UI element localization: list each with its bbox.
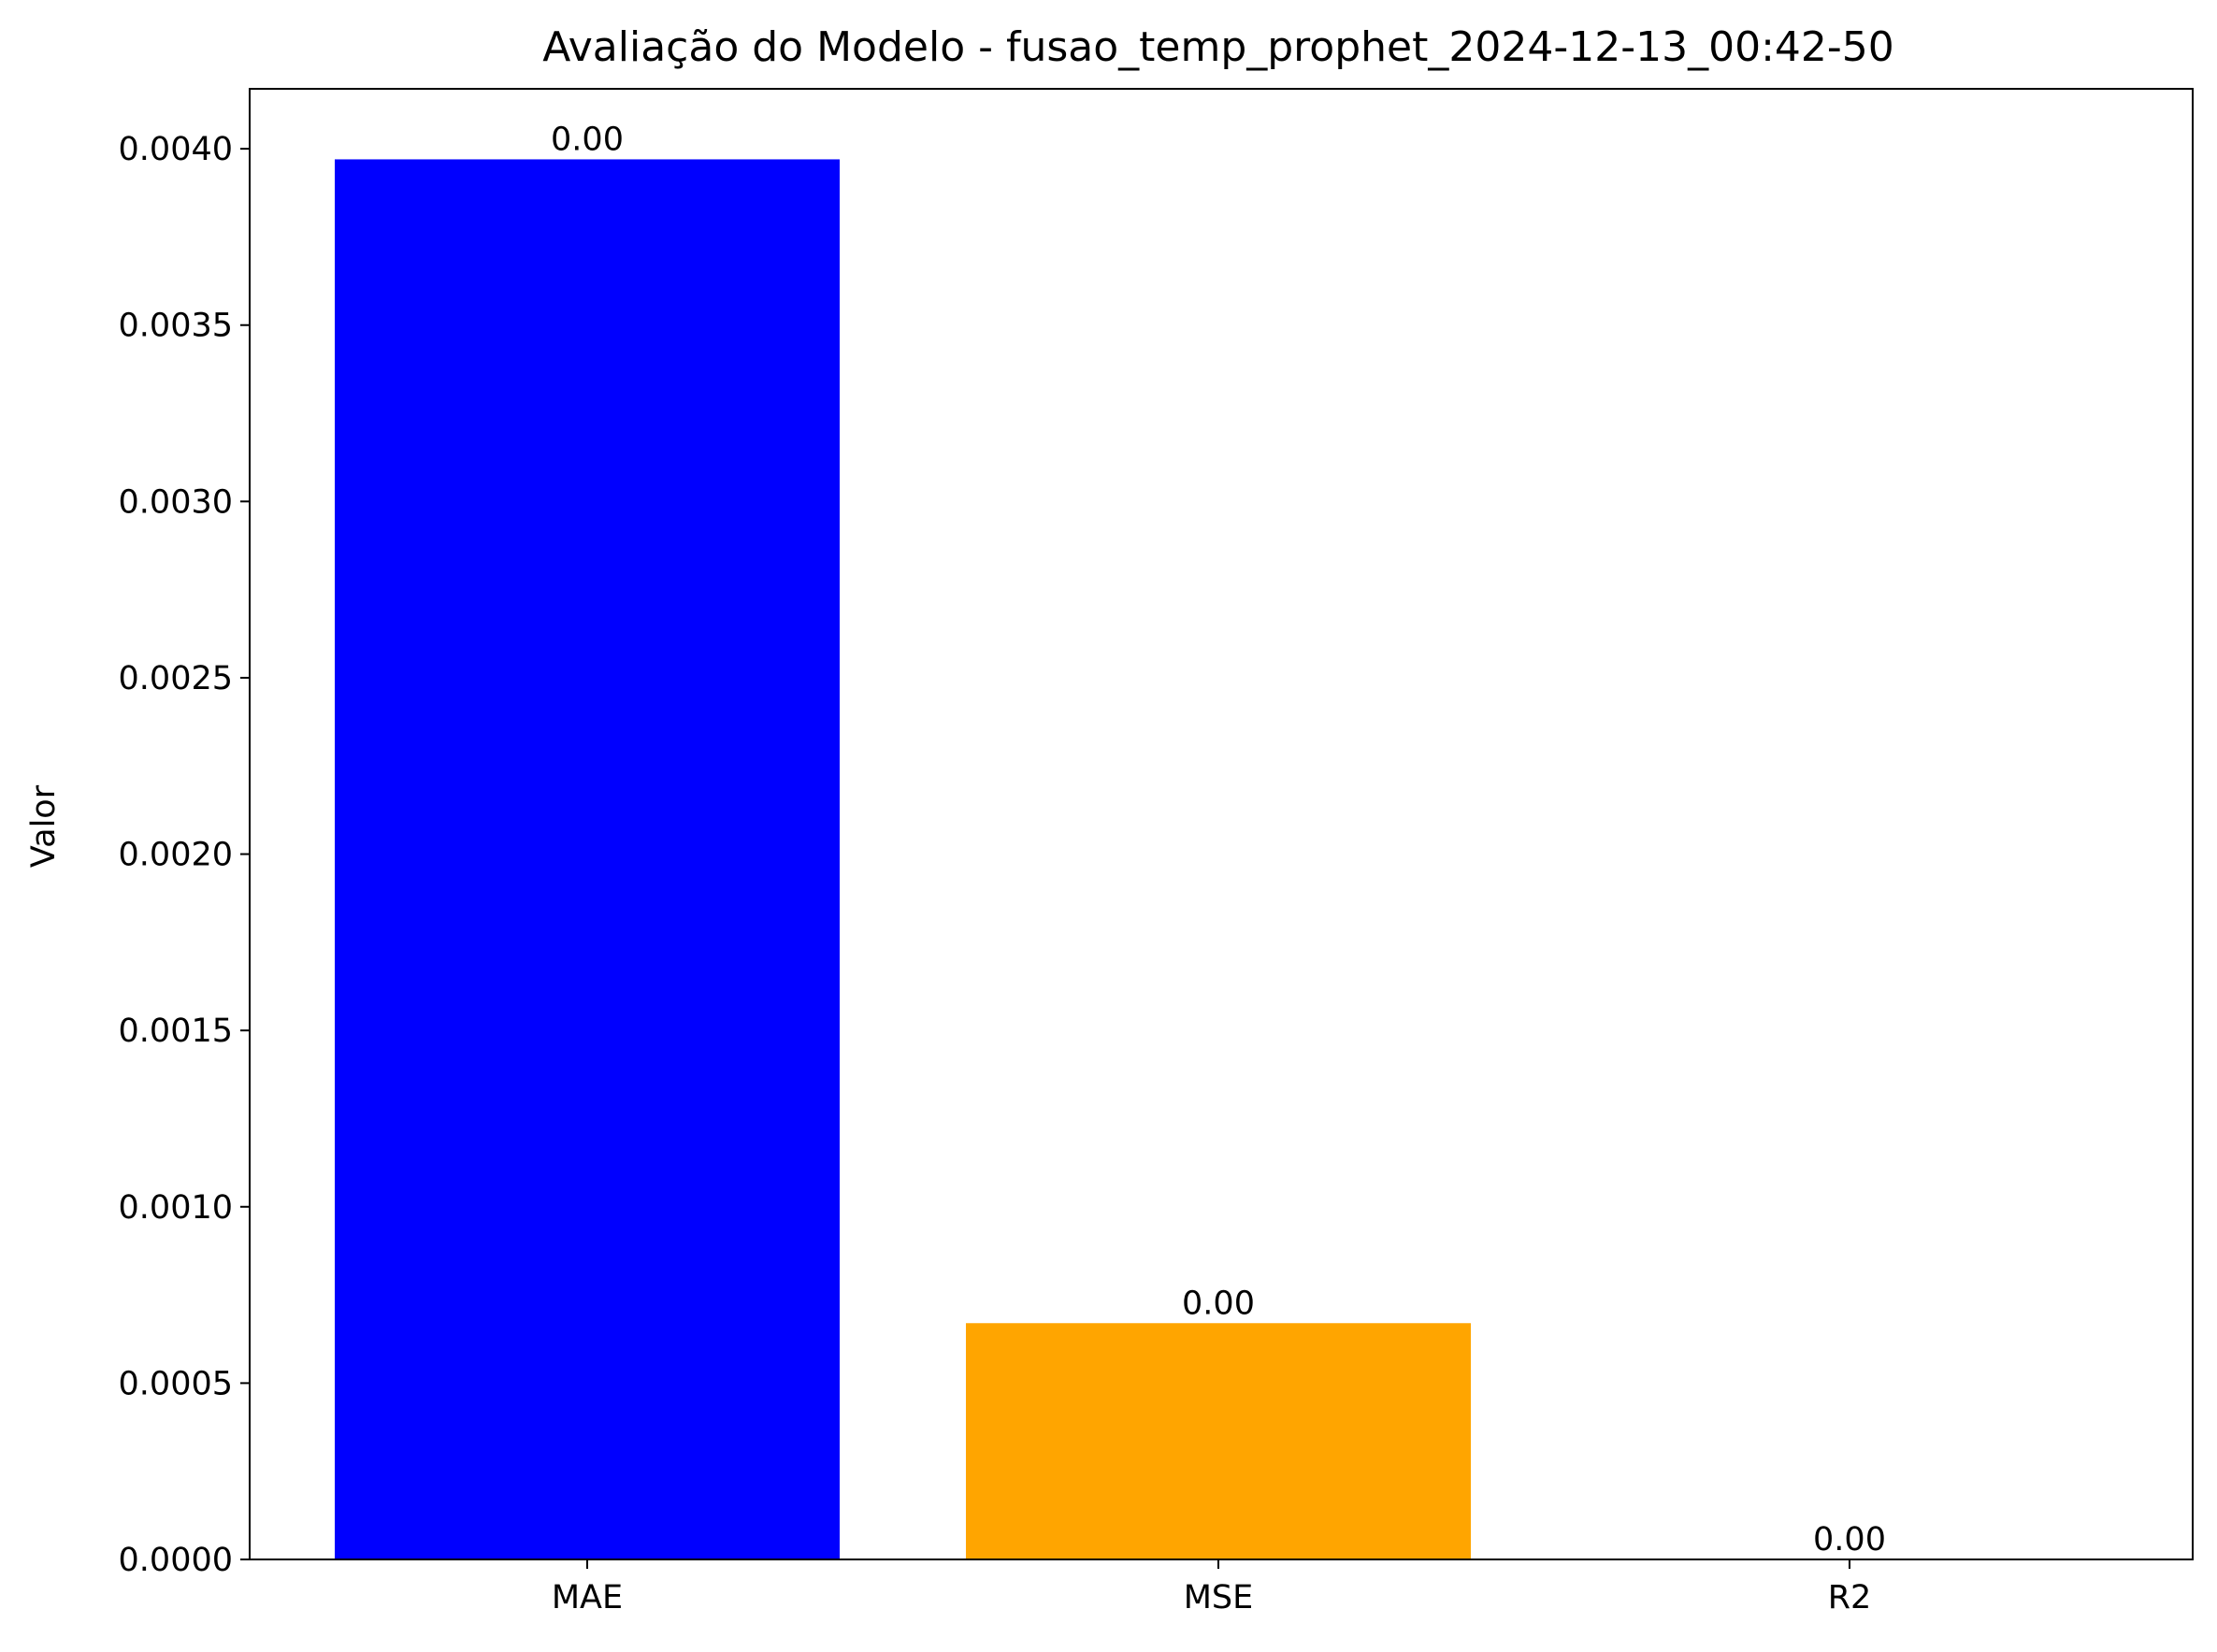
bar-mae — [335, 159, 840, 1560]
y-tick-label: 0.0010 — [119, 1189, 233, 1227]
x-tick-label-mae: MAE — [552, 1579, 623, 1616]
x-tick-label-r2: R2 — [1828, 1579, 1872, 1616]
bar-mse — [966, 1323, 1471, 1559]
data-label-mse: 0.00 — [1182, 1285, 1255, 1322]
y-tick-label: 0.0000 — [119, 1542, 233, 1579]
plot-area: 0.00 MAE 0.00 MSE 0.00 R2 0.0000 0.0005 0.0010 0.… — [119, 88, 2194, 1616]
y-tick-label: 0.0020 — [119, 837, 233, 874]
y-tick-label: 0.0005 — [119, 1365, 233, 1402]
y-tick-label: 0.0030 — [119, 483, 233, 521]
y-axis-label: Valor — [25, 784, 63, 868]
y-tick-label: 0.0040 — [119, 131, 233, 168]
chart-title: Avaliação do Modelo - fusao_temp_prophet… — [542, 23, 1894, 71]
y-tick-label: 0.0035 — [119, 308, 233, 345]
y-tick-label: 0.0025 — [119, 660, 233, 697]
data-label-mae: 0.00 — [551, 121, 624, 158]
plot-frame — [249, 88, 2194, 1560]
data-label-r2: 0.00 — [1813, 1521, 1886, 1559]
y-tick-label: 0.0015 — [119, 1013, 233, 1050]
x-tick-label-mse: MSE — [1184, 1579, 1254, 1616]
